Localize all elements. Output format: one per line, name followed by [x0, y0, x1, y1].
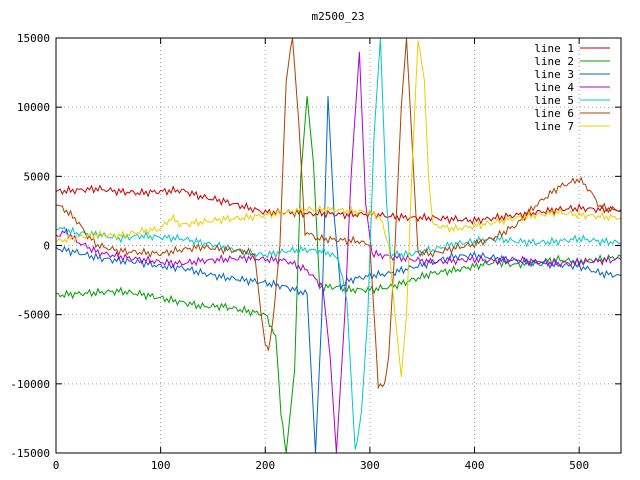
legend-label: line 7 — [534, 120, 574, 133]
legend-label: line 5 — [534, 94, 574, 107]
x-tick-label: 0 — [53, 459, 60, 472]
legend-label: line 1 — [534, 42, 574, 55]
y-tick-label: 15000 — [17, 32, 50, 45]
series-line-1 — [55, 184, 622, 225]
series-line-7 — [55, 40, 622, 377]
legend-label: line 4 — [534, 81, 574, 94]
chart-title: m2500_23 — [312, 10, 365, 23]
legend-label: line 6 — [534, 107, 574, 120]
series-line-3 — [55, 96, 622, 454]
x-tick-label: 500 — [569, 459, 589, 472]
x-tick-label: 100 — [151, 459, 171, 472]
y-tick-label: -10000 — [10, 378, 50, 391]
x-tick-label: 300 — [360, 459, 380, 472]
series-line-2 — [55, 96, 622, 454]
y-tick-label: 10000 — [17, 101, 50, 114]
y-tick-label: -15000 — [10, 447, 50, 460]
legend-label: line 2 — [534, 55, 574, 68]
x-tick-label: 400 — [465, 459, 485, 472]
y-tick-label: 0 — [43, 240, 50, 253]
series-lines — [55, 37, 622, 454]
legend-label: line 3 — [534, 68, 574, 81]
x-tick-label: 200 — [255, 459, 275, 472]
series-line-6 — [55, 37, 622, 390]
y-tick-label: -5000 — [17, 309, 50, 322]
axes: 0 100 200 300 400 500 -15000 -10000 -5000 0 5000 10… — [10, 32, 622, 472]
y-tick-label: 5000 — [24, 170, 51, 183]
series-line-4 — [55, 51, 622, 454]
series-line-5 — [55, 37, 622, 450]
